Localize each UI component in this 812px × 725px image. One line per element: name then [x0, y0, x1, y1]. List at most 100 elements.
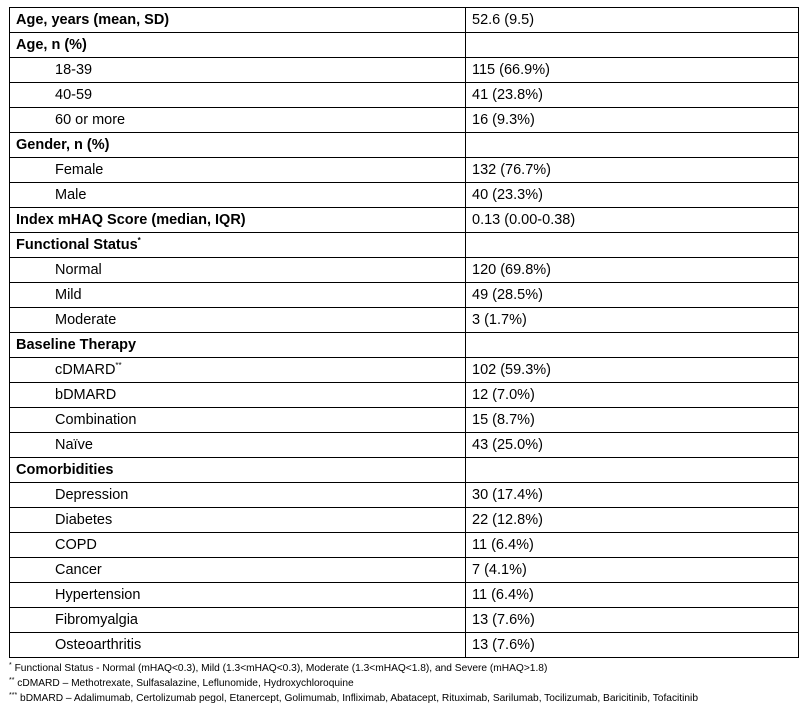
item-value: 13 (7.6%) — [472, 612, 535, 628]
value-cell — [465, 332, 799, 358]
item-label: COPD — [55, 537, 97, 553]
value-cell: 11 (6.4%) — [465, 532, 799, 558]
item-value: 120 (69.8%) — [472, 262, 551, 278]
item-value: 43 (25.0%) — [472, 437, 543, 453]
item-value: 11 (6.4%) — [472, 537, 534, 553]
item-value: 102 (59.3%) — [472, 362, 551, 378]
value-cell: 120 (69.8%) — [465, 257, 799, 283]
section-row: Age, n (%) — [9, 32, 799, 58]
value-cell: 16 (9.3%) — [465, 107, 799, 133]
item-row: Fibromyalgia 13 (7.6%) — [9, 607, 799, 633]
label-cell: Osteoarthritis — [9, 632, 466, 658]
label-cell: Age, years (mean, SD) — [9, 7, 466, 33]
value-cell: 49 (28.5%) — [465, 282, 799, 308]
footnote: * Functional Status - Normal (mHAQ<0.3),… — [9, 661, 799, 676]
value-cell: 102 (59.3%) — [465, 357, 799, 383]
item-value: 11 (6.4%) — [472, 587, 534, 603]
label-cell: Normal — [9, 257, 466, 283]
item-value: 40 (23.3%) — [472, 187, 543, 203]
label-cell: Mild — [9, 282, 466, 308]
section-row: Functional Status* — [9, 232, 799, 258]
item-row: COPD 11 (6.4%) — [9, 532, 799, 558]
label-cell: Index mHAQ Score (median, IQR) — [9, 207, 466, 233]
item-label: 60 or more — [55, 112, 126, 128]
footnote-text: cDMARD – Methotrexate, Sulfasalazine, Le… — [17, 678, 354, 689]
item-row: Naïve 43 (25.0%) — [9, 432, 799, 458]
item-value: 3 (1.7%) — [472, 312, 527, 328]
label-cell: Cancer — [9, 557, 466, 583]
item-value: 12 (7.0%) — [472, 387, 535, 403]
label-cell: Naïve — [9, 432, 466, 458]
section-header: Age, years (mean, SD) — [16, 12, 170, 28]
item-value: 7 (4.1%) — [472, 562, 527, 578]
label-cell: 60 or more — [9, 107, 466, 133]
item-row: Female 132 (76.7%) — [9, 157, 799, 183]
item-label: Naïve — [55, 437, 93, 453]
label-cell: Functional Status* — [9, 232, 466, 258]
item-label: Male — [55, 187, 87, 203]
label-cell: Male — [9, 182, 466, 208]
superscript: ** — [115, 361, 122, 370]
label-cell: Hypertension — [9, 582, 466, 608]
item-label: cDMARD — [55, 362, 116, 378]
item-row: 60 or more 16 (9.3%) — [9, 107, 799, 133]
item-label: Normal — [55, 262, 102, 278]
item-label: Combination — [55, 412, 137, 428]
value-cell: 22 (12.8%) — [465, 507, 799, 533]
item-row: Diabetes 22 (12.8%) — [9, 507, 799, 533]
label-cell: Moderate — [9, 307, 466, 333]
item-label: Depression — [55, 487, 129, 503]
section-header: Age, n (%) — [16, 37, 87, 53]
section-header: Baseline Therapy — [16, 337, 137, 353]
footnote-text: Functional Status - Normal (mHAQ<0.3), M… — [14, 663, 548, 674]
item-row: Moderate 3 (1.7%) — [9, 307, 799, 333]
item-value: 22 (12.8%) — [472, 512, 543, 528]
footnote: *** bDMARD – Adalimumab, Certolizumab pe… — [9, 691, 799, 706]
item-row: Hypertension 11 (6.4%) — [9, 582, 799, 608]
footnote-text: bDMARD – Adalimumab, Certolizumab pegol,… — [20, 693, 698, 704]
section-header: Index mHAQ Score (median, IQR) — [16, 212, 246, 228]
item-row: 40-59 41 (23.8%) — [9, 82, 799, 108]
value-cell: 15 (8.7%) — [465, 407, 799, 433]
value-cell: 115 (66.9%) — [465, 57, 799, 83]
footnote-mark: * — [9, 662, 12, 669]
table-body: Age, years (mean, SD) 52.6 (9.5) Age, n (%… — [9, 7, 799, 658]
item-row: Mild 49 (28.5%) — [9, 282, 799, 308]
value-cell — [465, 32, 799, 58]
item-row: bDMARD 12 (7.0%) — [9, 382, 799, 408]
item-row: 18-39 115 (66.9%) — [9, 57, 799, 83]
value-cell — [465, 457, 799, 483]
section-header: Comorbidities — [16, 462, 114, 478]
value-cell: 7 (4.1%) — [465, 557, 799, 583]
value-cell: 43 (25.0%) — [465, 432, 799, 458]
label-cell: COPD — [9, 532, 466, 558]
item-value: 49 (28.5%) — [472, 287, 543, 303]
item-label: Mild — [55, 287, 82, 303]
label-cell: Female — [9, 157, 466, 183]
value-cell: 52.6 (9.5) — [465, 7, 799, 33]
label-cell: Gender, n (%) — [9, 132, 466, 158]
item-label: Cancer — [55, 562, 102, 578]
value-cell: 30 (17.4%) — [465, 482, 799, 508]
footnote: ** cDMARD – Methotrexate, Sulfasalazine,… — [9, 676, 799, 691]
label-cell: Baseline Therapy — [9, 332, 466, 358]
section-value: 0.13 (0.00-0.38) — [472, 212, 576, 228]
label-cell: Comorbidities — [9, 457, 466, 483]
label-cell: 18-39 — [9, 57, 466, 83]
label-cell: Age, n (%) — [9, 32, 466, 58]
section-row: Age, years (mean, SD) 52.6 (9.5) — [9, 7, 799, 33]
item-label: Diabetes — [55, 512, 113, 528]
section-row: Comorbidities — [9, 457, 799, 483]
value-cell: 13 (7.6%) — [465, 607, 799, 633]
value-cell: 132 (76.7%) — [465, 157, 799, 183]
label-cell: Depression — [9, 482, 466, 508]
item-label: 40-59 — [55, 87, 93, 103]
footnote-mark: ** — [9, 677, 15, 684]
item-row: Male 40 (23.3%) — [9, 182, 799, 208]
item-label: Hypertension — [55, 587, 141, 603]
item-row: Osteoarthritis 13 (7.6%) — [9, 632, 799, 658]
section-header: Functional Status — [16, 237, 138, 253]
label-cell: bDMARD — [9, 382, 466, 408]
item-value: 13 (7.6%) — [472, 637, 535, 653]
